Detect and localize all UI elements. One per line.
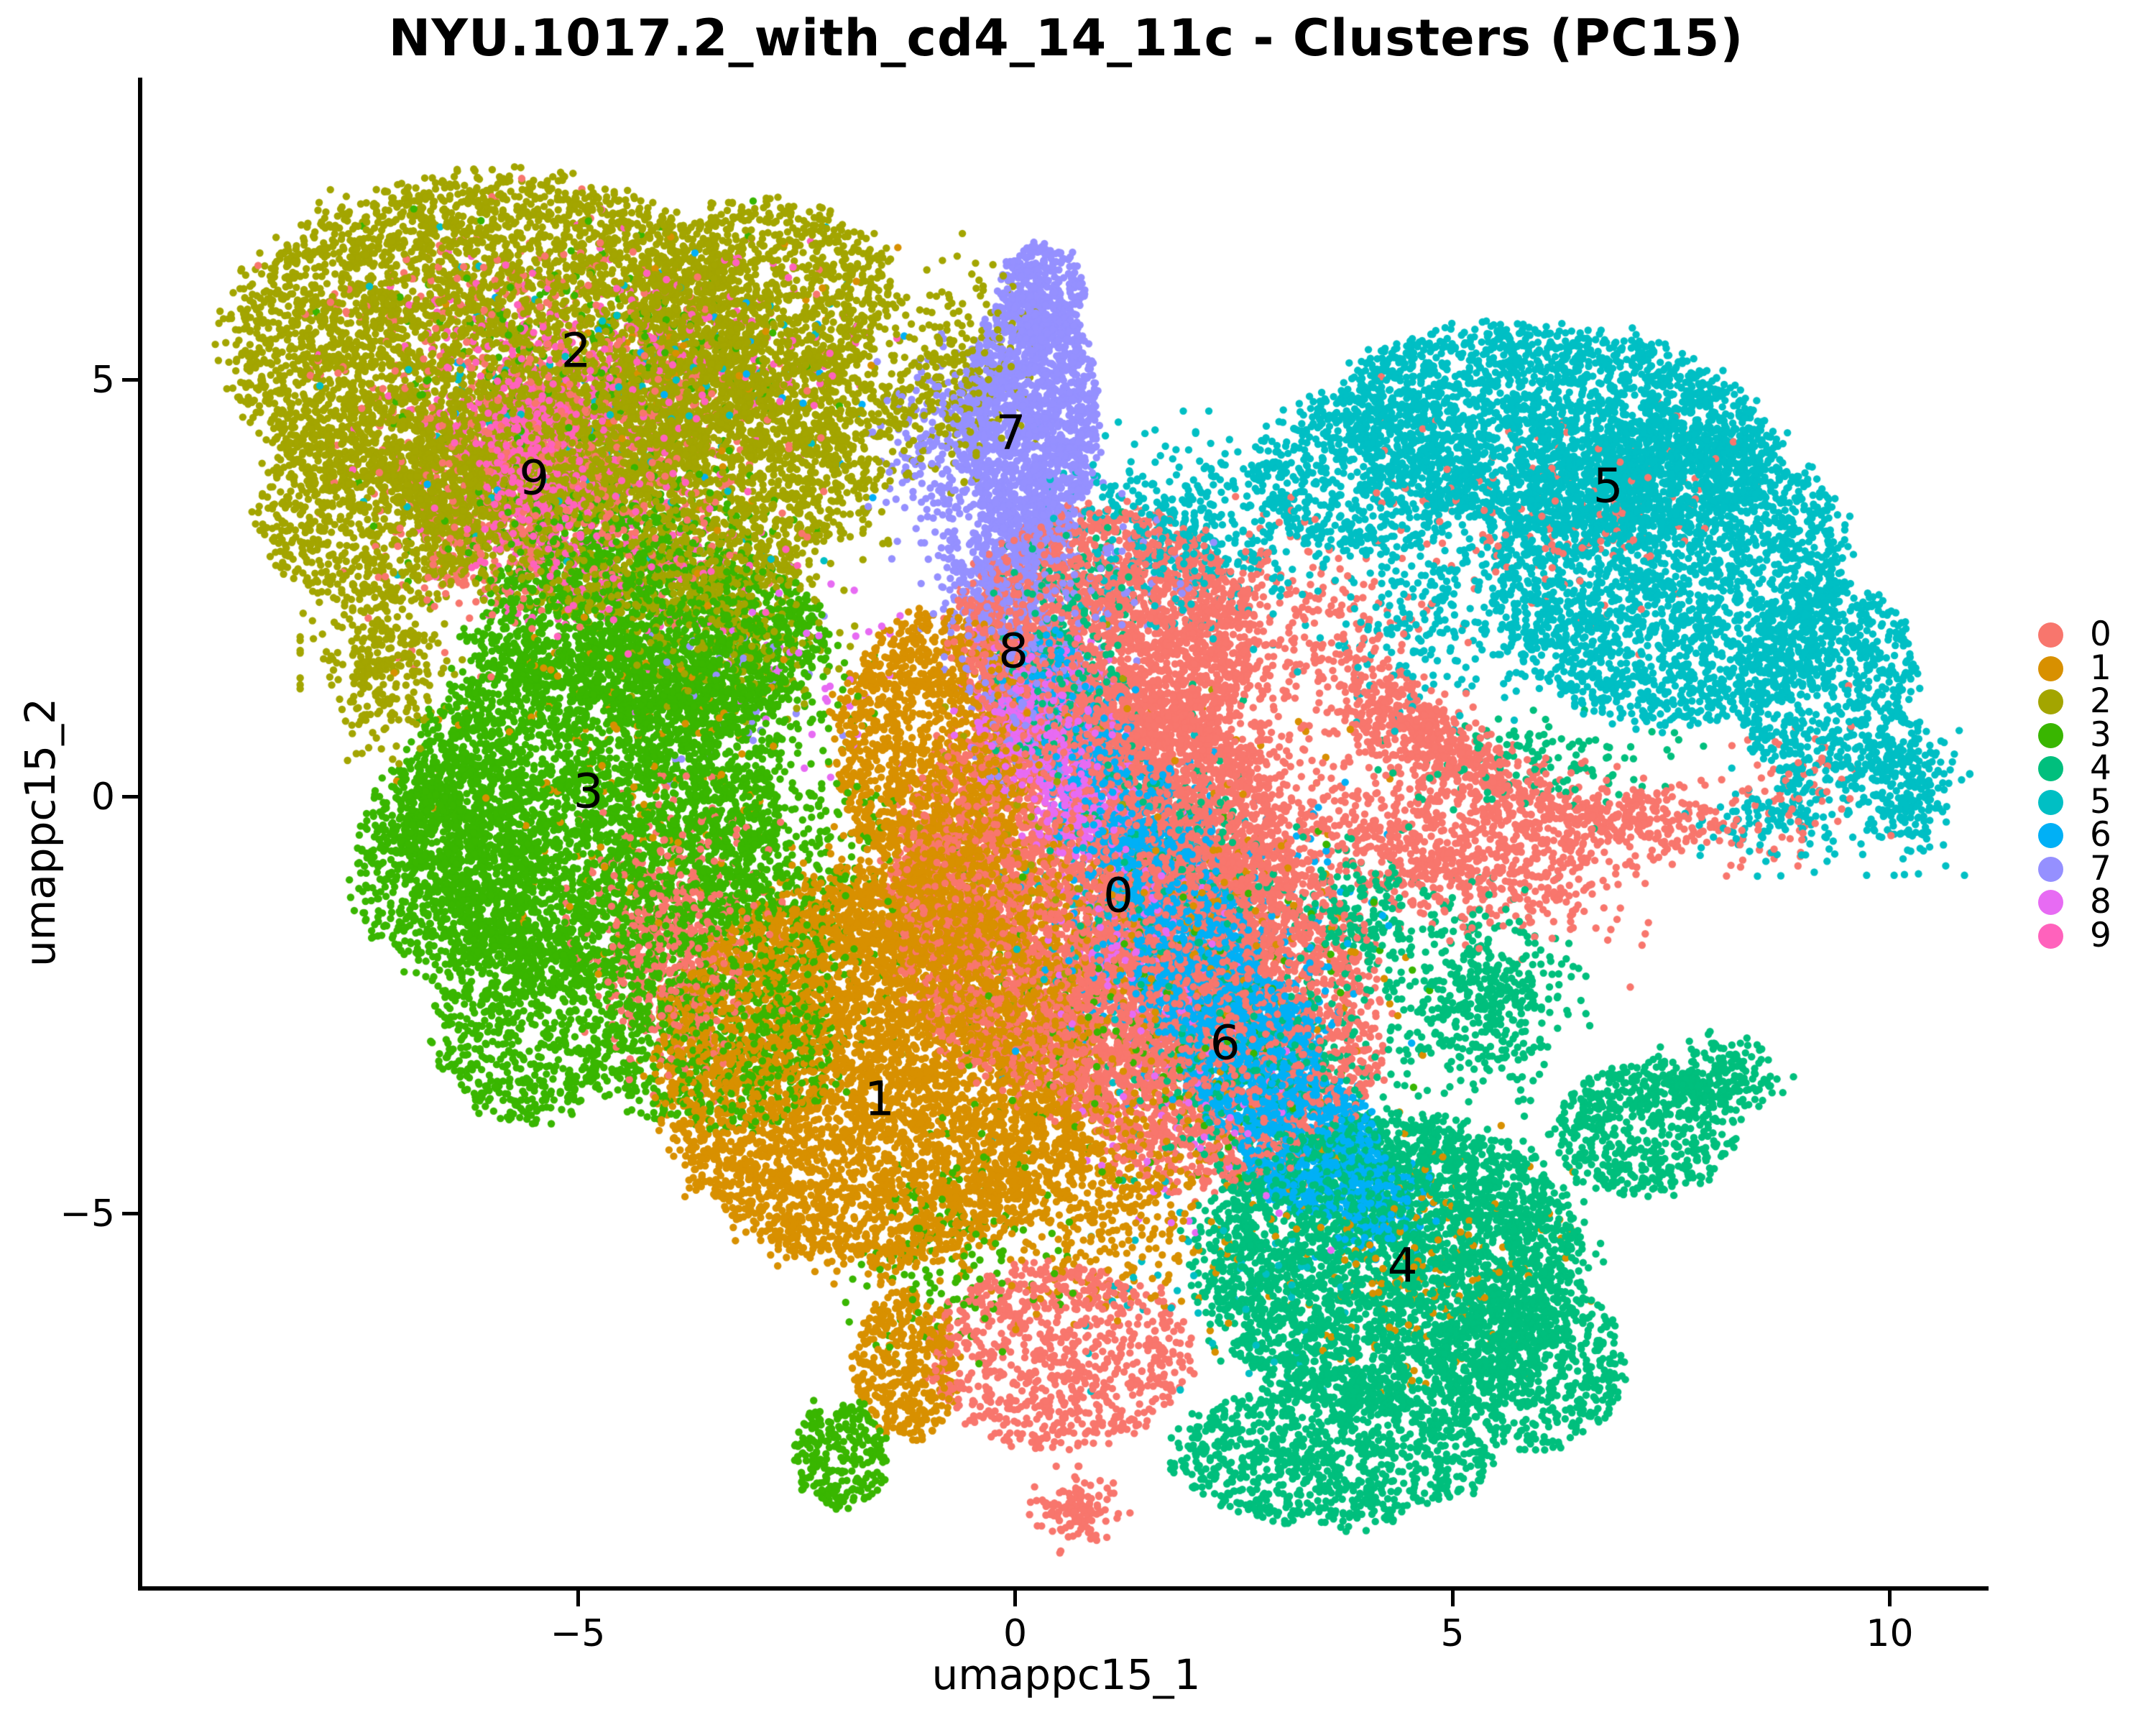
y-axis-spine (138, 78, 142, 1591)
x-tick (576, 1591, 580, 1606)
cluster-label-1: 1 (864, 1071, 895, 1127)
cluster-label-3: 3 (573, 763, 604, 819)
x-tick-label: 10 (1866, 1612, 1914, 1655)
cluster-label-5: 5 (1593, 458, 1623, 514)
y-tick (122, 795, 138, 799)
legend-label-8: 8 (2090, 882, 2111, 921)
legend-dot-9 (2038, 923, 2063, 949)
y-tick (122, 378, 138, 382)
x-axis-spine (138, 1586, 1989, 1591)
x-axis-label: umappc15_1 (931, 1650, 1201, 1699)
legend-dot-4 (2038, 756, 2063, 781)
cluster-label-7: 7 (995, 405, 1026, 461)
legend-label-7: 7 (2090, 848, 2111, 888)
legend-dot-7 (2038, 856, 2063, 882)
legend-label-1: 1 (2090, 648, 2111, 688)
legend-dot-3 (2038, 722, 2063, 748)
legend-dot-2 (2038, 689, 2063, 714)
legend-label-4: 4 (2090, 748, 2111, 788)
legend-dot-0 (2038, 622, 2063, 648)
legend-label-3: 3 (2090, 714, 2111, 755)
y-tick-label: −5 (60, 1192, 115, 1236)
legend-label-6: 6 (2090, 815, 2111, 855)
cluster-label-6: 6 (1210, 1015, 1240, 1071)
cluster-label-9: 9 (519, 450, 550, 506)
y-tick-label: 0 (91, 775, 115, 819)
cluster-label-4: 4 (1387, 1238, 1418, 1294)
cluster-label-2: 2 (561, 323, 591, 379)
x-tick-label: 0 (1003, 1612, 1028, 1655)
cluster-label-8: 8 (998, 623, 1029, 679)
legend-label-2: 2 (2090, 681, 2111, 721)
legend-label-0: 0 (2090, 615, 2111, 654)
x-tick (1450, 1591, 1455, 1606)
x-tick (1013, 1591, 1018, 1606)
legend-label-9: 9 (2090, 915, 2111, 955)
cluster-label-0: 0 (1103, 868, 1134, 924)
legend-dot-6 (2038, 823, 2063, 848)
x-tick (1887, 1591, 1892, 1606)
x-tick-label: 5 (1440, 1612, 1465, 1655)
x-tick-label: −5 (550, 1612, 606, 1655)
legend-dot-5 (2038, 789, 2063, 815)
y-tick-label: 5 (91, 358, 115, 402)
legend-label-5: 5 (2090, 781, 2111, 822)
legend-dot-8 (2038, 890, 2063, 915)
legend-dot-1 (2038, 656, 2063, 681)
y-tick (122, 1212, 138, 1216)
